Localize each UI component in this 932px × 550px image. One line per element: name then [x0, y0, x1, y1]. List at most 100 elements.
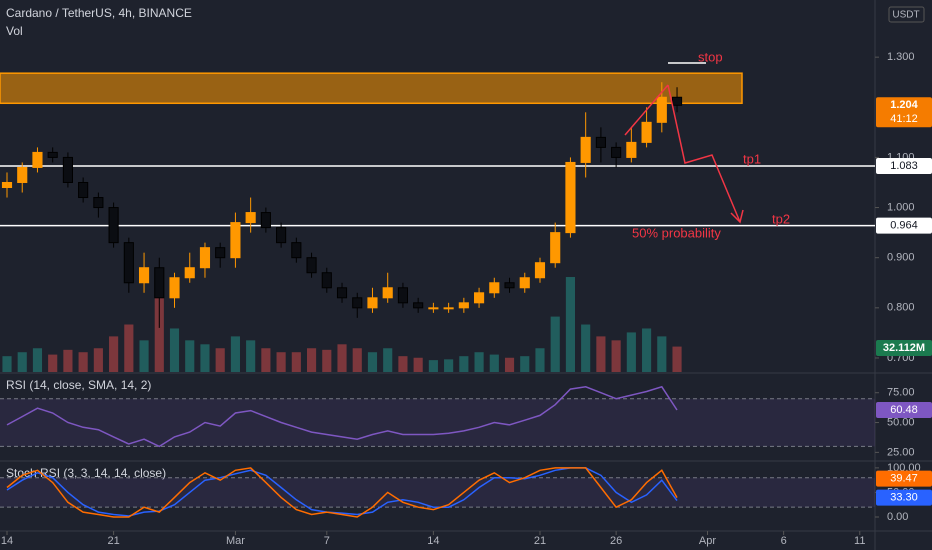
candle-body [32, 151, 43, 168]
annotation: tp2 [772, 211, 790, 226]
volume-bar [642, 328, 652, 372]
annotation: 50% probability [632, 225, 721, 240]
candle-body [62, 156, 73, 183]
candle-body [169, 277, 180, 299]
candle-body [230, 222, 241, 259]
volume-bar [596, 336, 606, 372]
candle-body [534, 262, 546, 279]
volume-bar [565, 277, 576, 372]
candle-body [17, 166, 28, 183]
y-tick-label: 1.000 [887, 201, 915, 213]
candle-body [245, 212, 256, 224]
volume-bar [185, 340, 195, 372]
volume-bar [444, 359, 454, 372]
x-tick-label: 6 [781, 535, 787, 547]
x-tick-label: 21 [534, 535, 546, 547]
candle-body [276, 227, 287, 244]
volume-bar [48, 354, 58, 372]
currency: USDT [892, 10, 919, 21]
candle-body [108, 207, 119, 244]
candle-body [519, 277, 530, 289]
x-tick-label: 7 [324, 535, 330, 547]
supply-zone [0, 72, 743, 105]
x-tick-label: 21 [107, 535, 119, 547]
volume-bar [32, 348, 43, 372]
candle-body [93, 197, 104, 209]
x-tick-label: 14 [427, 535, 439, 547]
volume-bar [626, 332, 636, 372]
volume-bar [672, 346, 682, 372]
price-tag [876, 157, 932, 174]
candle-body [123, 242, 134, 284]
volume-bar [230, 336, 240, 372]
price-tag-label: 39.47 [890, 473, 918, 485]
y-tick-label: 25.00 [887, 446, 915, 458]
annotation: tp1 [743, 151, 761, 166]
volume-tag [876, 340, 932, 356]
volume-bar [611, 340, 621, 372]
candle-body [184, 267, 195, 279]
price-tag-label: 33.30 [890, 492, 918, 504]
volume-bar [413, 357, 423, 372]
volume-bar [78, 352, 88, 372]
volume-bar [657, 336, 667, 372]
y-tick-label: 0.00 [887, 511, 908, 523]
price-tag-label: 1.083 [890, 160, 918, 172]
y-tick-label: 0.800 [887, 302, 915, 314]
volume-bar [139, 340, 149, 372]
projection-arrow [667, 84, 741, 223]
x-tick-label: 26 [610, 535, 622, 547]
y-tick-label: 1.300 [887, 51, 915, 63]
candle-body [47, 151, 58, 158]
arrow-head [730, 209, 744, 224]
x-tick-label: 14 [1, 535, 13, 547]
candle-body [397, 287, 409, 304]
candle-body [611, 146, 622, 158]
band-fill [0, 398, 875, 447]
volume-bar [550, 316, 560, 372]
volume-bar [261, 348, 271, 372]
price-tag-label: 60.48 [890, 404, 918, 416]
volume-bar [337, 344, 347, 372]
indicator-line [6, 467, 678, 518]
candle-body [199, 247, 211, 269]
candle-body [154, 267, 165, 299]
x-tick-label: Apr [699, 535, 716, 547]
y-tick-label: 75.00 [887, 387, 915, 399]
volume-bar [398, 356, 408, 372]
y-tick-label: 0.900 [887, 252, 915, 264]
price-tag [876, 489, 932, 506]
volume-bar [383, 348, 393, 372]
volume-bar [352, 348, 362, 372]
volume-bar [474, 352, 484, 372]
candle-body [671, 96, 683, 106]
indicator-line [6, 385, 678, 448]
volume-bar [535, 348, 545, 372]
pane-title: Cardano / TetherUS, 4h, BINANCE [6, 6, 192, 20]
candle-body [428, 307, 439, 310]
drawings [624, 62, 744, 224]
band-fill [0, 477, 875, 508]
volume-bar [93, 348, 103, 372]
candle-body [352, 297, 363, 309]
volume-bar [63, 349, 73, 372]
candle-body [656, 96, 667, 123]
volume-bar [459, 356, 469, 372]
volume-bar [581, 324, 591, 372]
candle-body [489, 282, 500, 294]
price-tag [876, 470, 932, 487]
candle-body [641, 121, 652, 143]
candle-body [413, 302, 424, 309]
y-tick-label: 50.00 [887, 416, 915, 428]
trend-line [624, 84, 669, 136]
current-price-tag [876, 97, 932, 128]
candle-body [382, 287, 393, 299]
candle-body [504, 282, 515, 289]
candle-body [458, 302, 469, 309]
candle-body [474, 292, 485, 304]
price-tag [876, 217, 932, 234]
indicator-line [6, 467, 678, 517]
price-tag [876, 402, 932, 419]
